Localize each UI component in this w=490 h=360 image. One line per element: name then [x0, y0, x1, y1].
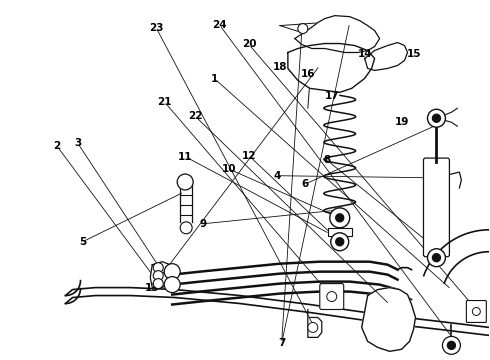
Circle shape	[427, 249, 445, 267]
Circle shape	[180, 222, 192, 234]
Circle shape	[427, 109, 445, 127]
Circle shape	[447, 341, 455, 349]
Circle shape	[336, 214, 343, 222]
Text: 11: 11	[178, 152, 193, 162]
Text: 17: 17	[325, 91, 339, 101]
Text: 14: 14	[357, 49, 372, 59]
Text: 15: 15	[406, 49, 421, 59]
Polygon shape	[288, 44, 375, 92]
FancyBboxPatch shape	[328, 228, 352, 236]
FancyBboxPatch shape	[423, 158, 449, 257]
Circle shape	[330, 208, 350, 228]
Text: 22: 22	[188, 111, 202, 121]
Polygon shape	[365, 42, 408, 71]
Circle shape	[153, 271, 163, 280]
Circle shape	[433, 114, 441, 122]
Polygon shape	[424, 230, 490, 291]
Circle shape	[164, 276, 180, 293]
Circle shape	[442, 336, 461, 354]
Circle shape	[331, 233, 349, 251]
Text: 10: 10	[222, 164, 237, 174]
Text: 16: 16	[301, 69, 316, 79]
Text: 24: 24	[212, 20, 227, 30]
Text: 23: 23	[149, 23, 163, 33]
Circle shape	[153, 279, 163, 289]
Circle shape	[164, 264, 180, 280]
Circle shape	[433, 254, 441, 262]
Polygon shape	[295, 15, 380, 53]
Text: 7: 7	[278, 338, 285, 348]
Polygon shape	[362, 288, 416, 351]
Text: 21: 21	[157, 97, 171, 107]
Text: 12: 12	[242, 150, 256, 161]
Text: 19: 19	[395, 117, 410, 127]
Text: 18: 18	[273, 62, 288, 72]
Circle shape	[336, 238, 343, 246]
FancyBboxPatch shape	[466, 301, 486, 323]
Text: 8: 8	[323, 155, 331, 165]
Text: 5: 5	[79, 237, 86, 247]
Text: 20: 20	[242, 40, 256, 49]
Circle shape	[153, 263, 163, 273]
Text: 9: 9	[200, 219, 207, 229]
Circle shape	[298, 24, 308, 33]
Circle shape	[177, 174, 193, 190]
Text: 6: 6	[301, 179, 308, 189]
Circle shape	[472, 307, 480, 315]
Text: 3: 3	[74, 139, 81, 148]
Circle shape	[308, 323, 318, 332]
Text: 13: 13	[145, 283, 159, 293]
FancyBboxPatch shape	[320, 284, 343, 310]
Text: 1: 1	[211, 74, 219, 84]
Circle shape	[327, 292, 337, 302]
Text: 4: 4	[273, 171, 280, 181]
Text: 2: 2	[53, 141, 60, 151]
